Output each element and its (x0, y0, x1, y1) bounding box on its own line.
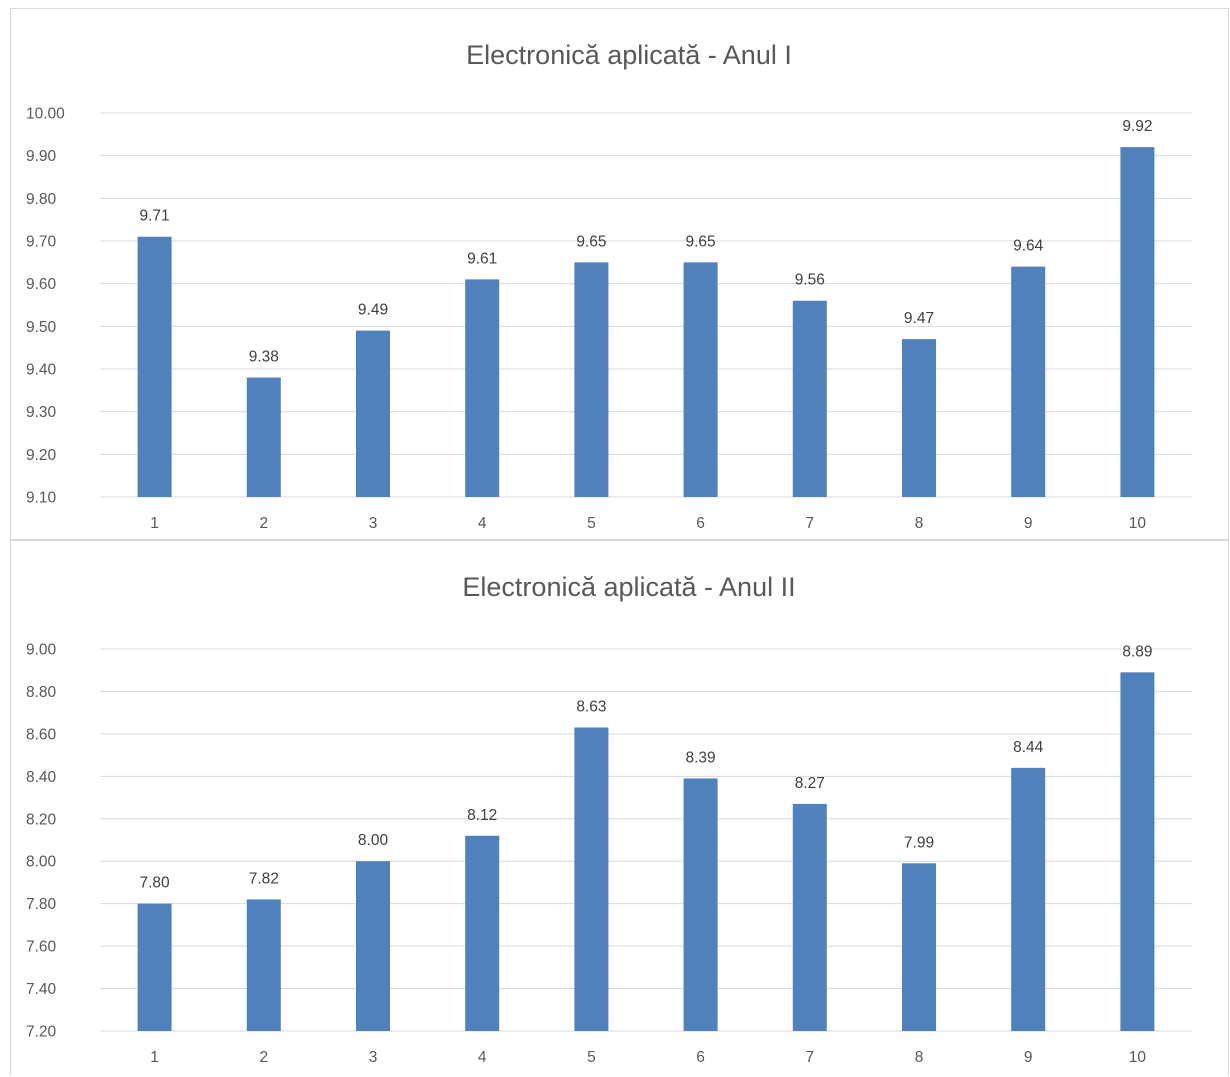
chart-title: Electronică aplicată - Anul I (466, 40, 792, 70)
chart-svg: Electronică aplicată - Anul I 9.10 9.20 9.3… (26, 40, 1192, 532)
data-label: 8.00 (358, 832, 389, 849)
data-label: 8.44 (1013, 739, 1044, 756)
x-tick-label: 9 (1024, 515, 1033, 532)
bar (356, 861, 390, 1031)
bar (1011, 767, 1046, 1031)
bar (792, 803, 827, 1031)
data-label: 9.49 (358, 302, 388, 319)
data-label: 8.63 (576, 699, 606, 716)
chart-svg: Electronică aplicată - Anul II 7.20 7.40 7.… (26, 572, 1192, 1066)
x-tick-label: 3 (369, 515, 378, 532)
y-tick-label: 8.00 (26, 854, 57, 871)
bar (465, 279, 500, 497)
x-tick-label: 10 (1129, 515, 1147, 532)
x-tick-label: 8 (915, 1049, 924, 1066)
data-label: 9.56 (795, 272, 825, 289)
y-tick-label: 7.80 (26, 896, 57, 913)
data-label: 7.99 (904, 834, 934, 851)
bar (137, 903, 172, 1031)
y-tick-label: 9.90 (26, 148, 57, 165)
y-tick-label: 9.80 (26, 191, 57, 208)
x-tick-label: 6 (696, 1049, 705, 1066)
data-label: 8.12 (467, 807, 497, 824)
x-tick-label: 1 (150, 515, 159, 532)
y-tick-label: 9.60 (26, 276, 57, 293)
y-tick-label: 9.50 (26, 319, 57, 336)
bar (246, 899, 281, 1031)
chart-title: Electronică aplicată - Anul II (462, 572, 795, 602)
bar (1120, 672, 1155, 1031)
bar (683, 778, 718, 1031)
y-tick-label: 7.40 (26, 981, 57, 998)
bar (246, 377, 281, 497)
x-tick-label: 7 (805, 1049, 814, 1066)
y-tick-label: 7.60 (26, 939, 57, 956)
data-label: 9.92 (1122, 118, 1152, 135)
y-tick-label: 8.20 (26, 811, 57, 828)
bar (902, 863, 936, 1031)
bar (574, 262, 609, 497)
bar (137, 236, 172, 497)
bar (574, 727, 609, 1031)
x-tick-label: 5 (587, 515, 596, 532)
data-label: 7.80 (140, 875, 171, 892)
x-tick-label: 2 (259, 515, 268, 532)
x-tick-label: 8 (915, 515, 924, 532)
data-label: 9.64 (1013, 238, 1044, 255)
data-label: 9.65 (686, 233, 716, 250)
data-label: 9.61 (467, 250, 497, 267)
data-label: 8.89 (1122, 643, 1152, 660)
y-tick-label: 9.10 (26, 490, 57, 507)
bar (792, 300, 827, 497)
x-tick-label: 1 (150, 1049, 159, 1066)
x-tick-label: 9 (1024, 1049, 1033, 1066)
bar (356, 330, 390, 497)
y-tick-label: 10.00 (26, 106, 65, 123)
y-tick-label: 9.00 (26, 642, 57, 659)
x-tick-label: 6 (696, 515, 705, 532)
data-label: 8.27 (795, 775, 825, 792)
bar (1011, 266, 1046, 497)
y-tick-label: 7.20 (26, 1024, 57, 1041)
chart-anul-2: Electronică aplicată - Anul II 7.20 7.40 7.… (10, 540, 1229, 1076)
y-tick-label: 8.80 (26, 684, 57, 701)
data-label: 9.65 (576, 233, 606, 250)
bar (465, 835, 500, 1031)
bar (683, 262, 718, 497)
data-label: 7.82 (249, 870, 279, 887)
data-label: 9.71 (140, 208, 170, 225)
bar (902, 339, 936, 497)
y-tick-label: 9.20 (26, 447, 57, 464)
x-tick-label: 2 (259, 1049, 268, 1066)
y-tick-label: 9.40 (26, 362, 57, 379)
y-tick-label: 8.60 (26, 726, 57, 743)
bar (1120, 147, 1155, 497)
y-tick-label: 8.40 (26, 769, 57, 786)
data-label: 8.39 (686, 749, 716, 766)
y-tick-label: 9.30 (26, 404, 57, 421)
x-tick-label: 10 (1129, 1049, 1147, 1066)
x-tick-label: 4 (478, 515, 487, 532)
x-tick-label: 4 (478, 1049, 487, 1066)
y-tick-label: 9.70 (26, 234, 57, 251)
x-tick-label: 5 (587, 1049, 596, 1066)
x-tick-label: 7 (805, 515, 814, 532)
data-label: 9.38 (249, 349, 279, 366)
data-label: 9.47 (904, 310, 934, 327)
chart-anul-1: Electronică aplicată - Anul I 9.10 9.20 9.3… (10, 8, 1229, 540)
x-tick-label: 3 (369, 1049, 378, 1066)
